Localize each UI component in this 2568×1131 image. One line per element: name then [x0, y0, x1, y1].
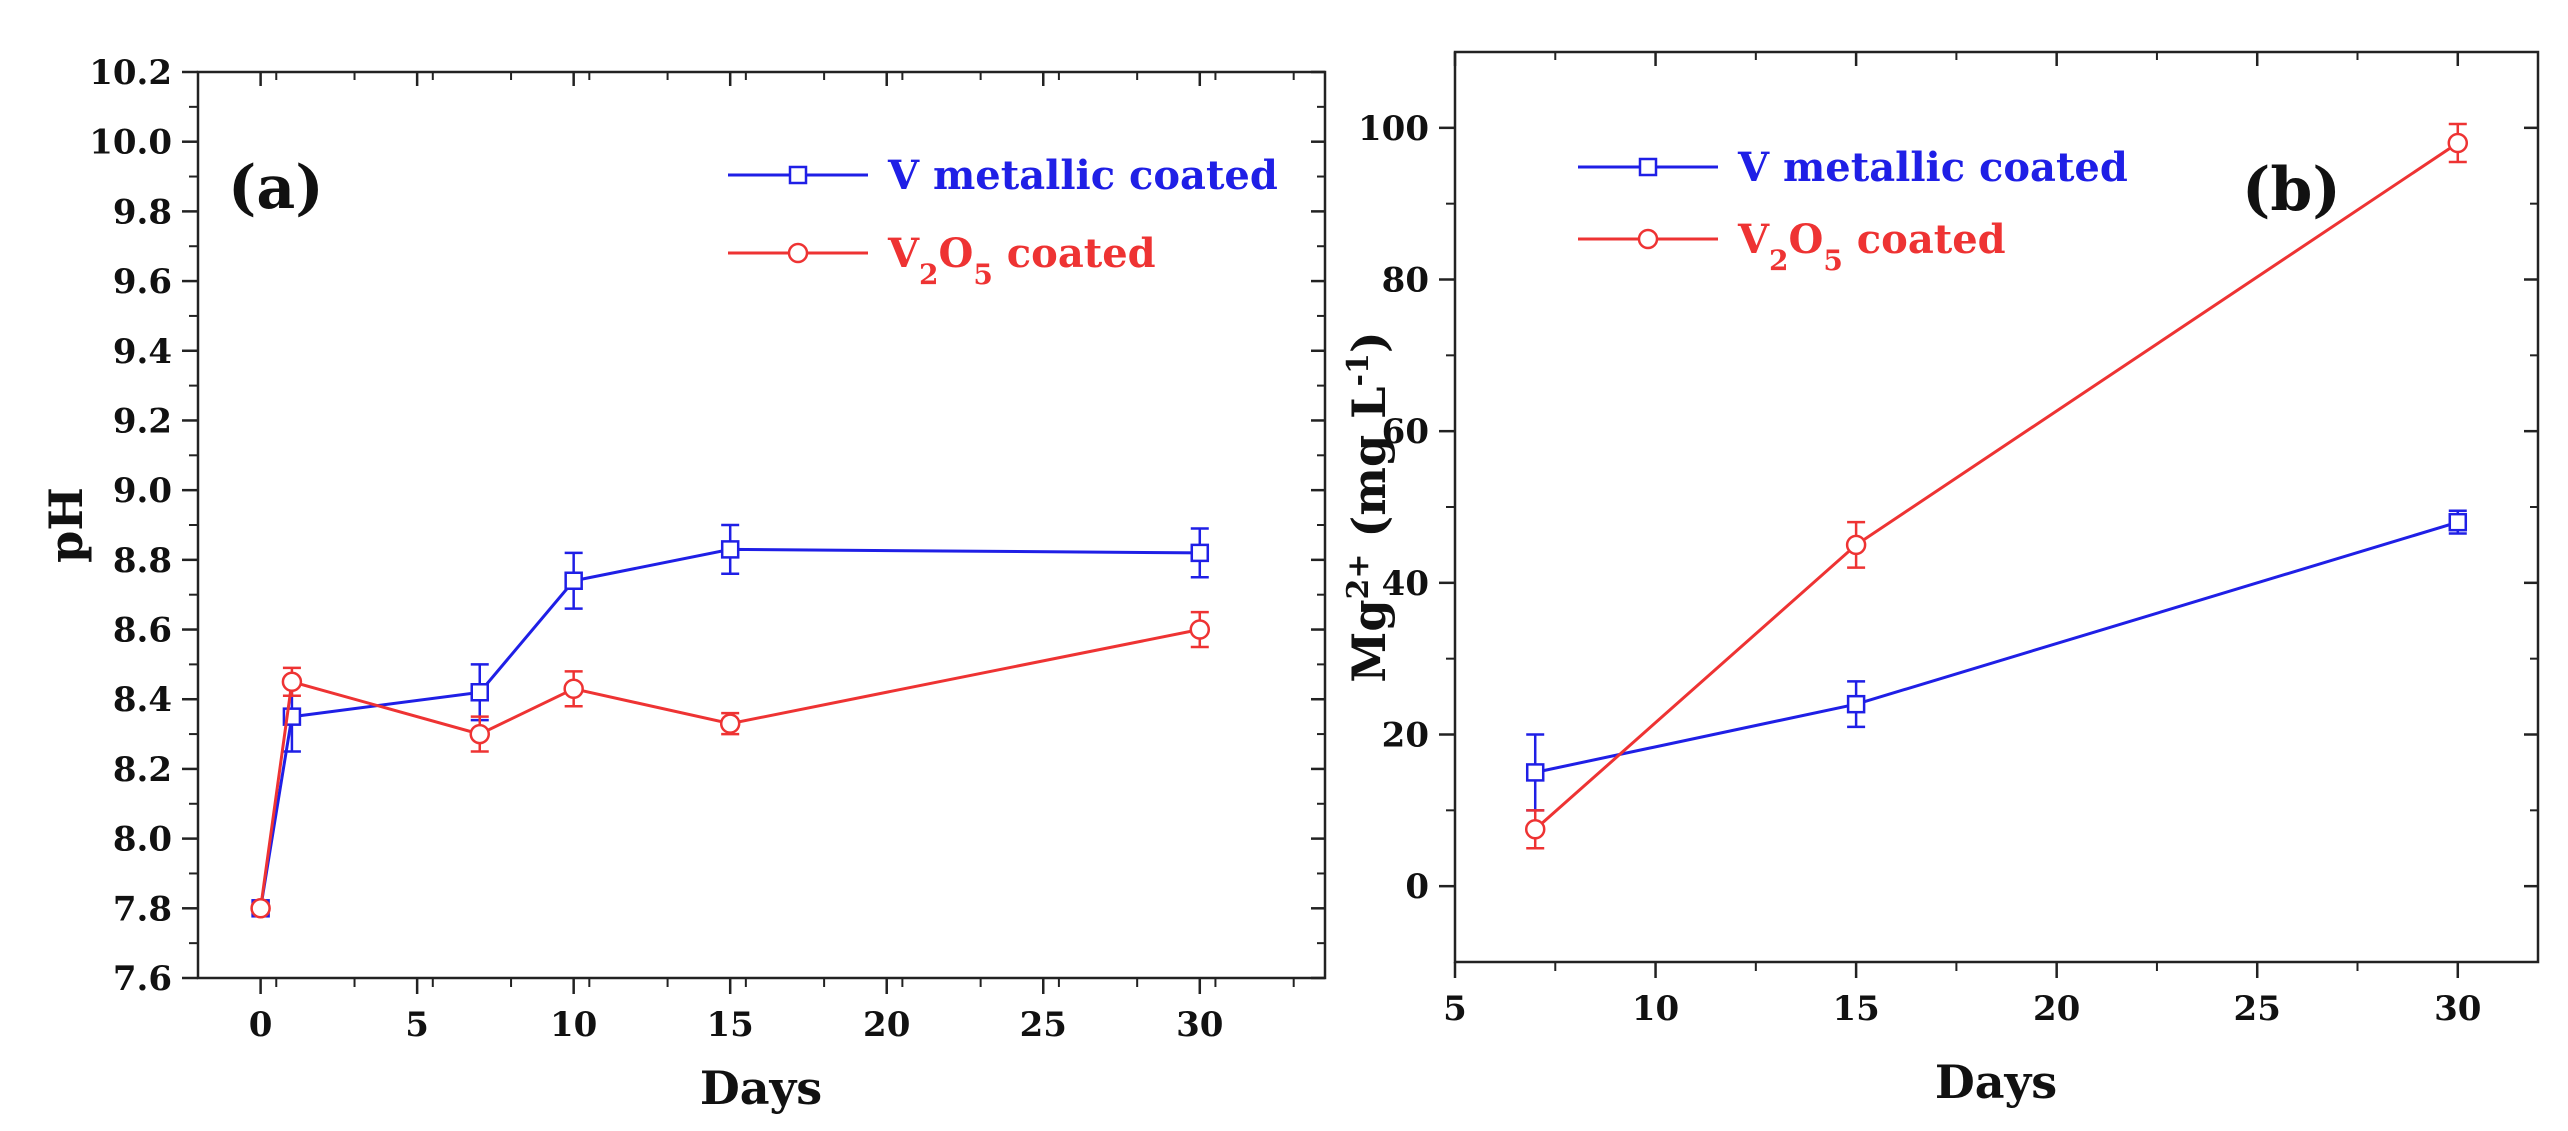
legend-label-part: coated — [993, 230, 1156, 277]
legend-label-part: O — [939, 230, 974, 277]
y-tick-label: 0 — [1405, 867, 1429, 907]
x-tick-label: 0 — [249, 1005, 273, 1045]
x-tick-label: 20 — [2033, 989, 2080, 1029]
y-axis-title-part: (mg L — [1342, 387, 1396, 554]
series-line — [259, 547, 1200, 909]
y-tick-label: 40 — [1382, 564, 1429, 604]
panel-label: (b) — [2242, 155, 2341, 225]
y-tick-label: 8.2 — [113, 750, 172, 790]
x-tick-label: 25 — [1020, 1005, 1067, 1045]
legend-marker — [788, 165, 808, 185]
data-point — [1190, 543, 1210, 563]
y-axis-title-part: -1 — [1341, 353, 1376, 386]
data-point — [250, 898, 271, 919]
series-v2o5: V2O5 coated — [250, 230, 1211, 919]
chart-panel-a: 0 5 10 15 20 25 307.67.88.08.28.48.68.89.09.29… — [39, 53, 1327, 1115]
legend-marker — [1637, 228, 1659, 250]
y-tick-label: 7.6 — [113, 959, 172, 999]
y-tick-label: 80 — [1382, 261, 1429, 301]
series-v-metallic: V metallic coated — [251, 152, 1278, 918]
legend-label-part: V metallic coated — [887, 152, 1278, 199]
x-tick-label: 5 — [405, 1005, 429, 1045]
data-point — [719, 713, 741, 734]
y-tick-label: 9.0 — [113, 471, 172, 511]
x-tick-label: 30 — [1176, 1005, 1223, 1045]
data-point — [2448, 512, 2468, 532]
y-axis-title: Mg2+ (mg L-1) — [1341, 331, 1397, 682]
y-tick-label: 8.6 — [113, 611, 172, 651]
y-axis-title-part: ) — [1342, 331, 1396, 353]
x-tick-label: 10 — [1632, 989, 1679, 1029]
data-point — [1525, 763, 1545, 782]
series-line — [259, 628, 1201, 909]
y-tick-label: 100 — [1358, 109, 1429, 149]
legend-label: V2O5 coated — [887, 230, 1156, 291]
x-tick-label: 15 — [1832, 989, 1879, 1029]
y-tick-label: 9.2 — [113, 401, 172, 441]
legend-label: V2O5 coated — [1737, 216, 2006, 277]
legend-label-part: O — [1789, 216, 1824, 263]
data-point — [563, 678, 584, 700]
data-point — [564, 571, 583, 591]
y-tick-label: 8.8 — [113, 541, 172, 581]
y-tick-label: 9.6 — [113, 262, 172, 302]
legend-label-part: 2 — [1769, 244, 1788, 277]
legend-label-part: 2 — [919, 258, 938, 291]
data-point — [281, 671, 303, 693]
y-tick-label: 10.2 — [89, 53, 172, 93]
x-tick-label: 5 — [1443, 989, 1467, 1029]
data-point — [1189, 619, 1211, 640]
y-tick-label: 20 — [1382, 716, 1429, 756]
data-point — [2447, 132, 2469, 154]
series-v2o5: V2O5 coated — [1524, 122, 2469, 850]
legend-marker — [787, 242, 809, 264]
y-tick-label: 9.8 — [113, 192, 172, 232]
y-axis-title: pH — [39, 487, 93, 563]
data-point — [470, 683, 489, 702]
series-line — [1534, 520, 2459, 774]
legend-marker — [1638, 157, 1658, 177]
series-v-metallic: V metallic coated — [1525, 144, 2468, 812]
y-axis-title-part: Mg — [1342, 600, 1396, 683]
legend-label: V metallic coated — [887, 152, 1278, 199]
y-tick-label: 8.4 — [113, 680, 172, 720]
x-axis-title: Days — [1935, 1055, 2057, 1109]
x-tick-label: 20 — [863, 1005, 910, 1045]
plot-frame — [196, 70, 1327, 980]
data-point — [1845, 534, 1867, 556]
panel-label: (a) — [228, 153, 324, 223]
x-axis-title: Days — [700, 1061, 822, 1115]
data-point — [1846, 694, 1866, 714]
y-tick-label: 60 — [1382, 412, 1429, 452]
legend-label-part: V metallic coated — [1737, 144, 2128, 191]
legend-label-part: V — [1737, 216, 1770, 263]
x-tick-label: 15 — [707, 1005, 754, 1045]
x-tick-label: 10 — [550, 1005, 597, 1045]
y-tick-label: 10.0 — [89, 123, 172, 163]
y-tick-label: 7.8 — [113, 889, 172, 929]
x-tick-label: 30 — [2434, 989, 2481, 1029]
x-tick-label: 25 — [2234, 989, 2281, 1029]
y-tick-label: 9.4 — [113, 332, 172, 372]
legend-label-part: 5 — [973, 258, 992, 291]
legend-label-part: coated — [1843, 216, 2006, 263]
legend-label: V metallic coated — [1737, 144, 2128, 191]
y-tick-label: 8.0 — [113, 820, 172, 860]
data-point — [1524, 819, 1546, 840]
data-point — [469, 723, 490, 745]
legend-label-part: V — [887, 230, 920, 277]
data-point — [720, 540, 740, 559]
y-axis-title-part: 2+ — [1341, 553, 1376, 599]
legend-label-part: 5 — [1823, 244, 1842, 277]
